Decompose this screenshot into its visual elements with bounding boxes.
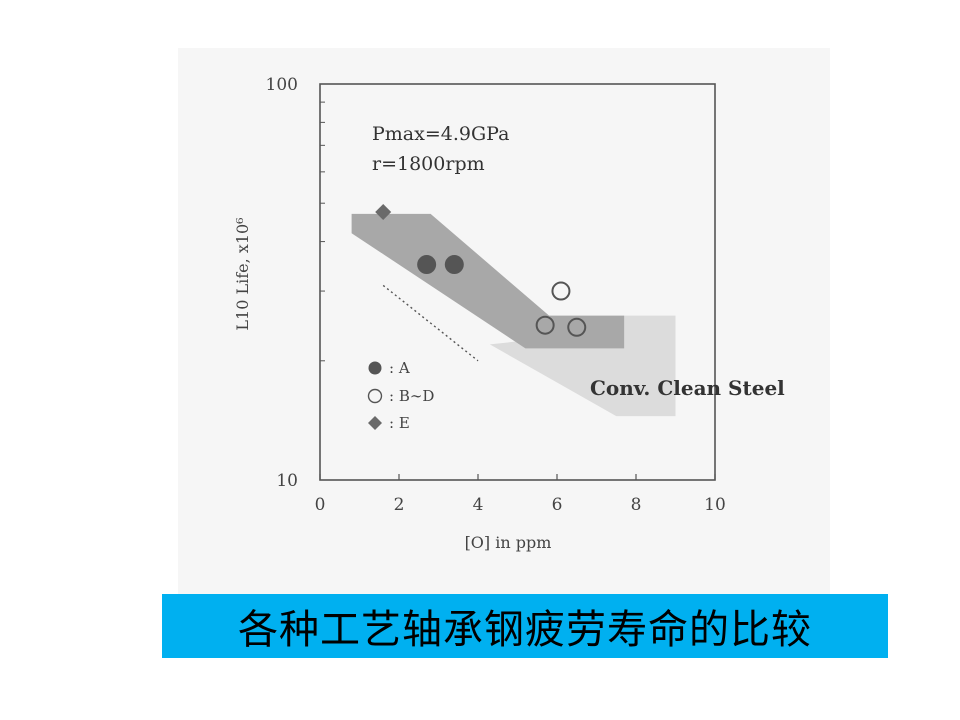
- point-b-d-3: [567, 317, 587, 337]
- legend-label-bd: : B∼D: [389, 387, 434, 405]
- legend-symbol-bd: [367, 388, 383, 404]
- condition-pmax: Pmax=4.9GPa: [372, 123, 509, 145]
- legend-label-a: : A: [389, 359, 410, 377]
- legend: : A : B∼D : E: [367, 359, 434, 432]
- x-tick-label-6: 6: [552, 495, 563, 515]
- y-axis-label: L10 Life, x10⁶: [233, 217, 252, 330]
- region-label-conv-clean-steel: Conv. Clean Steel: [590, 376, 785, 400]
- legend-symbol-e: [368, 416, 382, 430]
- point-a-1: [417, 255, 437, 275]
- legend-symbol-a: [368, 361, 382, 375]
- point-e-1: [375, 204, 392, 221]
- chart-svg: 0 2 4 6 8 10 10 100 Pmax=4.9GPa r=1800rpm : A :…: [233, 75, 785, 552]
- x-tick-label-4: 4: [473, 495, 484, 515]
- y-tick-label-100: 100: [266, 75, 298, 95]
- plot-frame: [319, 83, 716, 481]
- point-a-2: [444, 255, 464, 275]
- scanned-figure: 0 2 4 6 8 10 10 100 Pmax=4.9GPa r=1800rpm : A :…: [178, 48, 830, 596]
- x-tick-label-2: 2: [394, 495, 405, 515]
- slide-caption: 各种工艺轴承钢疲劳寿命的比较: [162, 594, 888, 658]
- x-axis-label: [O] in ppm: [465, 533, 552, 552]
- dotted-trend-line: [382, 284, 479, 362]
- x-tick-label-10: 10: [704, 495, 726, 515]
- y-tick-label-10: 10: [276, 471, 298, 491]
- x-tick-label-0: 0: [315, 495, 326, 515]
- region-band-test-steels: [351, 213, 625, 349]
- point-b-d-2: [535, 315, 555, 335]
- x-tick-label-8: 8: [631, 495, 642, 515]
- condition-speed: r=1800rpm: [372, 153, 485, 175]
- point-b-d-1: [551, 281, 571, 301]
- legend-label-e: : E: [389, 414, 410, 432]
